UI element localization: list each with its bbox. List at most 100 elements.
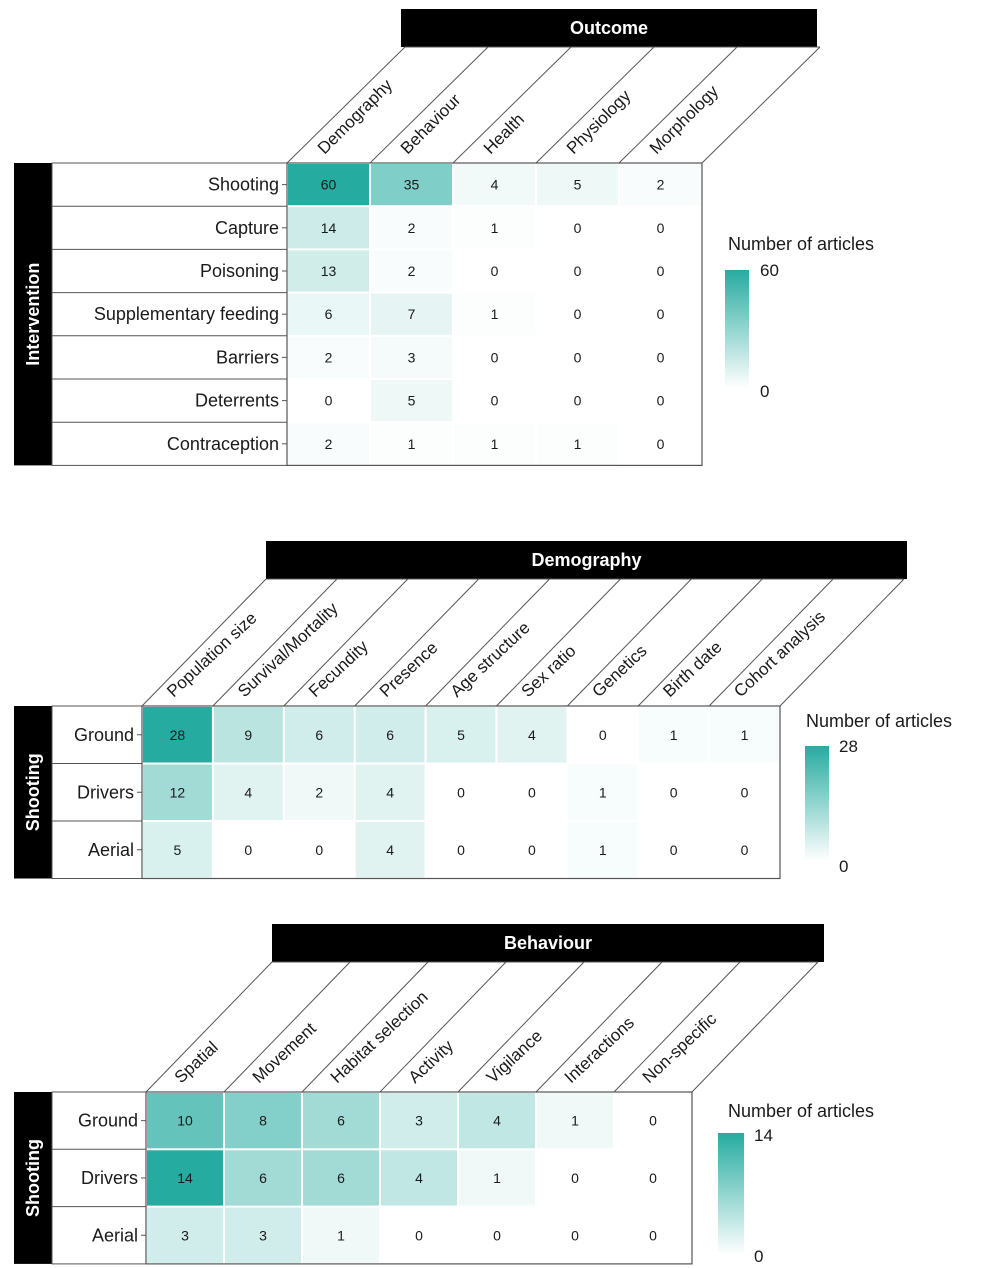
heatmap-cell <box>710 764 779 820</box>
cell-value: 0 <box>574 393 582 409</box>
row-label: Shooting <box>208 175 279 195</box>
row-group-label: Shooting <box>23 753 43 831</box>
row-label: Barriers <box>216 347 279 367</box>
heatmap-cell <box>537 207 618 249</box>
cell-value: 0 <box>599 727 607 743</box>
column-label: Spatial <box>171 1038 222 1087</box>
heatmap-cell <box>639 764 709 820</box>
panel-title: Behaviour <box>504 933 592 953</box>
legend-title: Number of articles <box>806 711 952 731</box>
cell-value: 6 <box>386 727 394 743</box>
cell-value: 6 <box>337 1170 345 1186</box>
cell-value: 2 <box>325 349 333 365</box>
legend-max-label: 60 <box>760 261 779 280</box>
cell-value: 3 <box>415 1113 423 1129</box>
heatmap-cell <box>537 293 618 335</box>
heatmap-cell <box>454 207 535 249</box>
heatmap-cell <box>381 1093 457 1149</box>
row-group-label: Intervention <box>23 263 43 366</box>
cell-value: 0 <box>325 393 333 409</box>
cell-value: 5 <box>174 842 182 858</box>
heatmap-cell <box>568 822 638 878</box>
cell-value: 4 <box>386 842 394 858</box>
heatmap-cell <box>284 707 354 763</box>
heatmap-cell <box>459 1150 535 1206</box>
heatmap-cell <box>620 336 701 378</box>
row-label: Contraception <box>167 434 279 454</box>
heatmap-cell <box>288 250 369 292</box>
heatmap-cell <box>620 250 701 292</box>
heatmap-cell <box>143 822 212 878</box>
panel-title-banner <box>401 9 817 47</box>
heatmap-cell <box>620 380 701 422</box>
row-group-label: Shooting <box>23 1139 43 1217</box>
heatmap-cell <box>615 1093 691 1149</box>
column-divider <box>637 578 763 707</box>
cell-value: 14 <box>177 1170 193 1186</box>
row-label: Aerial <box>88 840 134 860</box>
row-label: Drivers <box>77 782 134 802</box>
cell-value: 10 <box>177 1113 193 1129</box>
heatmap-cell <box>639 822 709 878</box>
heatmap-cell <box>568 707 638 763</box>
heatmap-cell <box>537 1093 613 1149</box>
column-label: Physiology <box>563 86 635 158</box>
heatmap-cell <box>537 1150 613 1206</box>
cell-value: 1 <box>574 436 582 452</box>
cell-value: 0 <box>649 1170 657 1186</box>
cell-value: 4 <box>491 177 499 193</box>
cell-value: 0 <box>457 784 465 800</box>
heatmap-cell <box>537 380 618 422</box>
cell-value: 0 <box>649 1227 657 1243</box>
cell-value: 0 <box>741 784 749 800</box>
heatmap-cell <box>426 764 496 820</box>
column-divider <box>566 578 692 707</box>
cell-value: 4 <box>528 727 536 743</box>
row-group-bar <box>14 706 52 879</box>
column-label: Interactions <box>561 1013 638 1087</box>
heatmap-cell <box>371 380 452 422</box>
cell-value: 4 <box>244 784 252 800</box>
heatmap-cell <box>225 1150 301 1206</box>
heatmap-cell <box>371 250 452 292</box>
column-label: Movement <box>249 1019 320 1087</box>
column-divider <box>691 961 819 1093</box>
heatmap-cell <box>454 380 535 422</box>
row-label: Ground <box>74 725 134 745</box>
heatmap-cell <box>288 293 369 335</box>
cell-value: 2 <box>315 784 323 800</box>
column-divider <box>452 46 572 164</box>
column-divider <box>379 961 507 1093</box>
cell-value: 6 <box>315 727 323 743</box>
heatmap-cell <box>620 423 701 465</box>
heatmap-cell <box>620 164 701 206</box>
cell-value: 0 <box>244 842 252 858</box>
heatmap-cell <box>303 1093 379 1149</box>
column-label: Activity <box>405 1036 458 1087</box>
heatmap-cell <box>426 822 496 878</box>
heatmap-cell <box>225 1093 301 1149</box>
heatmap-cell <box>620 207 701 249</box>
heatmap-cell <box>454 336 535 378</box>
column-label: Cohort analysis <box>730 607 829 701</box>
column-divider <box>457 961 585 1093</box>
heatmap-panel-1: Outcome Demography Behaviour Health Physiolo… <box>14 9 874 466</box>
heatmap-cell <box>426 707 496 763</box>
legend-max-label: 28 <box>839 737 858 756</box>
heatmap-cell <box>355 764 425 820</box>
heatmap-cell <box>537 336 618 378</box>
column-label: Demography <box>314 75 397 158</box>
legend-color-bar <box>805 746 829 861</box>
cell-value: 0 <box>315 842 323 858</box>
cell-value: 5 <box>574 177 582 193</box>
column-divider <box>701 46 821 164</box>
cell-value: 2 <box>325 436 333 452</box>
column-divider <box>613 961 741 1093</box>
heatmap-cell <box>537 164 618 206</box>
column-divider <box>708 578 834 707</box>
cell-value: 0 <box>657 436 665 452</box>
cell-value: 1 <box>493 1170 501 1186</box>
heatmap-cell <box>303 1207 379 1263</box>
heatmap-cell <box>381 1150 457 1206</box>
